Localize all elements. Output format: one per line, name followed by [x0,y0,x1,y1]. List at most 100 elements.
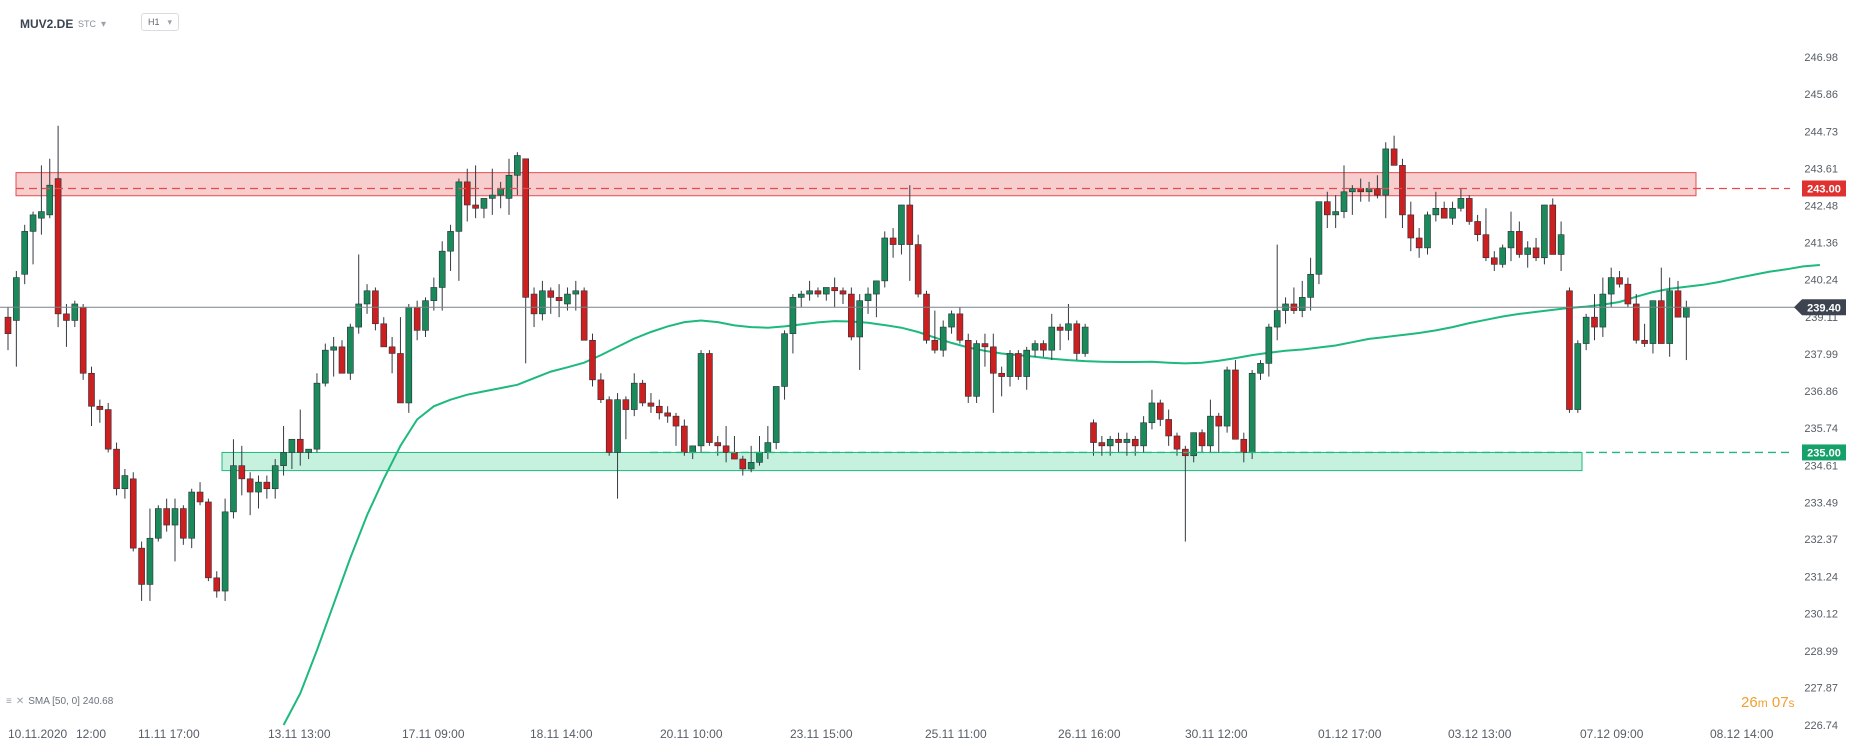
candle [1090,419,1097,456]
close-icon[interactable]: ✕ [15,696,25,707]
candle-body [739,458,747,470]
time-tick-label: 11.11 17:00 [138,727,200,741]
candle [397,317,404,404]
candle [413,300,421,341]
candle-body [338,346,346,374]
candle [488,168,496,215]
candle [806,280,813,301]
timeframe-select[interactable]: H1 ▾ [141,13,180,31]
candle-body [547,290,555,298]
settings-icon[interactable]: ≡ [6,696,12,707]
candle [13,270,20,367]
candle [814,287,822,298]
candle [1582,313,1590,351]
time-tick-label: 18.11 14:00 [530,727,593,741]
candle-body [88,372,95,407]
indicator-legend[interactable]: ≡ ✕ SMA [50, 0] 240.68 [6,696,113,707]
candle [1666,277,1673,357]
tag-bg [1802,180,1846,197]
candle-body [989,346,997,374]
candle-body [472,204,479,209]
candle [1632,294,1640,344]
candle-body [497,188,504,196]
candle-body [463,181,471,206]
candle-body [296,438,304,453]
candle-body [1190,432,1197,457]
candle [1340,165,1348,219]
chevron-down-icon[interactable]: ▾ [101,18,107,30]
instrument-type-label: STC [78,19,96,29]
candle-body [647,402,655,407]
candle [4,307,12,351]
candle-body [1006,353,1014,377]
candle [1457,188,1465,212]
candle-body [1491,257,1498,265]
candle [455,178,463,281]
candle-body [839,290,847,295]
candle-body [580,290,588,341]
candle-body [430,287,438,301]
candle [296,409,304,466]
candle [271,459,279,499]
candle-body [196,491,204,503]
candle-body [1382,148,1390,196]
support-zone [221,451,1583,472]
candle-body [672,415,680,427]
candle-body [1232,369,1239,440]
candle [121,468,129,499]
candle-body [121,475,129,490]
price-tick-label: 242.48 [1804,201,1838,213]
candle [1499,244,1506,268]
support-price-tag: 235.00 [1802,444,1846,461]
symbol-label[interactable]: MUV2.DE [20,17,74,31]
candle-body [413,306,421,331]
candle [79,303,87,380]
candle [1006,350,1014,387]
candle-body [1566,290,1573,410]
level-lines [0,187,1800,454]
candle-body [1499,247,1506,265]
candle-body [572,290,580,295]
candle-body [856,300,864,338]
candle-body [188,491,195,539]
candle-body [1415,237,1423,249]
candle-body [305,448,312,453]
candle-body [380,323,388,348]
candle-body [405,306,413,404]
candle [71,300,79,328]
price-tick-label: 227.87 [1804,683,1838,695]
candle [706,350,713,446]
candle-body [1465,198,1473,222]
candle [305,448,312,460]
candle [138,541,145,601]
time-tick-label: 20.11 10:00 [660,727,723,741]
candle-body [129,478,137,549]
price-axis: 246.98 245.86 244.73 243.61 242.48 241.36 240.… [1804,52,1838,732]
time-tick-label: 03.12 13:00 [1448,727,1512,741]
candle-body [964,339,972,397]
candle-body [1098,442,1106,447]
candle [756,435,763,466]
candle-body [29,214,37,232]
candle [1557,221,1565,271]
candle [1591,294,1598,341]
candle [664,406,671,423]
candle-countdown: 26m 07s [1741,694,1795,711]
candle-body [831,287,838,292]
candle [1390,135,1398,166]
candle-body [46,184,54,216]
candle [1240,432,1248,463]
candle [1532,237,1540,262]
candle-body [263,481,271,490]
time-tick-label: 30.11 12:00 [1185,727,1248,741]
candle [29,211,37,265]
candle-body [1507,231,1515,249]
candle [1031,340,1039,357]
candle-body [113,448,120,490]
candles [4,125,1690,601]
candle-body [79,306,87,374]
candle-body [522,158,530,298]
candle-body [555,297,563,301]
candle [338,340,346,374]
